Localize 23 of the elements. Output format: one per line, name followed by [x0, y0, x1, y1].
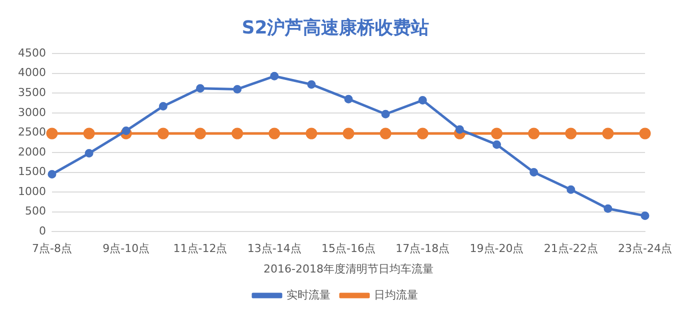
chart-title: S2沪芦高速康桥收费站 — [242, 17, 430, 38]
legend-label: 日均流量 — [374, 288, 418, 302]
x-tick-label: 13点-14点 — [247, 242, 302, 256]
x-tick-label: 23点-24点 — [618, 242, 672, 256]
x-axis-title: 2016-2018年度清明节日均车流量 — [264, 262, 434, 276]
y-tick-label: 4500 — [18, 46, 46, 60]
x-tick-label: 21点-22点 — [544, 242, 598, 256]
x-tick-label: 11点-12点 — [173, 242, 228, 256]
y-tick-label: 2000 — [18, 145, 46, 158]
x-tick-label: 19点-20点 — [470, 242, 524, 256]
x-tick-label: 7点-8点 — [32, 242, 72, 256]
y-tick-label: 2500 — [18, 126, 46, 139]
y-tick-label: 3000 — [18, 106, 46, 119]
y-tick-label: 3500 — [18, 86, 46, 100]
y-tick-label: 1500 — [18, 165, 46, 178]
y-tick-label: 1000 — [18, 184, 46, 198]
y-tick-label: 4000 — [18, 66, 46, 80]
y-tick-label: 500 — [24, 204, 46, 218]
x-tick-label: 15点-16点 — [322, 242, 376, 256]
x-tick-label: 17点-18点 — [396, 242, 450, 256]
legend-label: 实时流量 — [286, 288, 330, 302]
y-tick-label: 0 — [38, 224, 46, 238]
x-tick-label: 9点-10点 — [102, 242, 150, 256]
